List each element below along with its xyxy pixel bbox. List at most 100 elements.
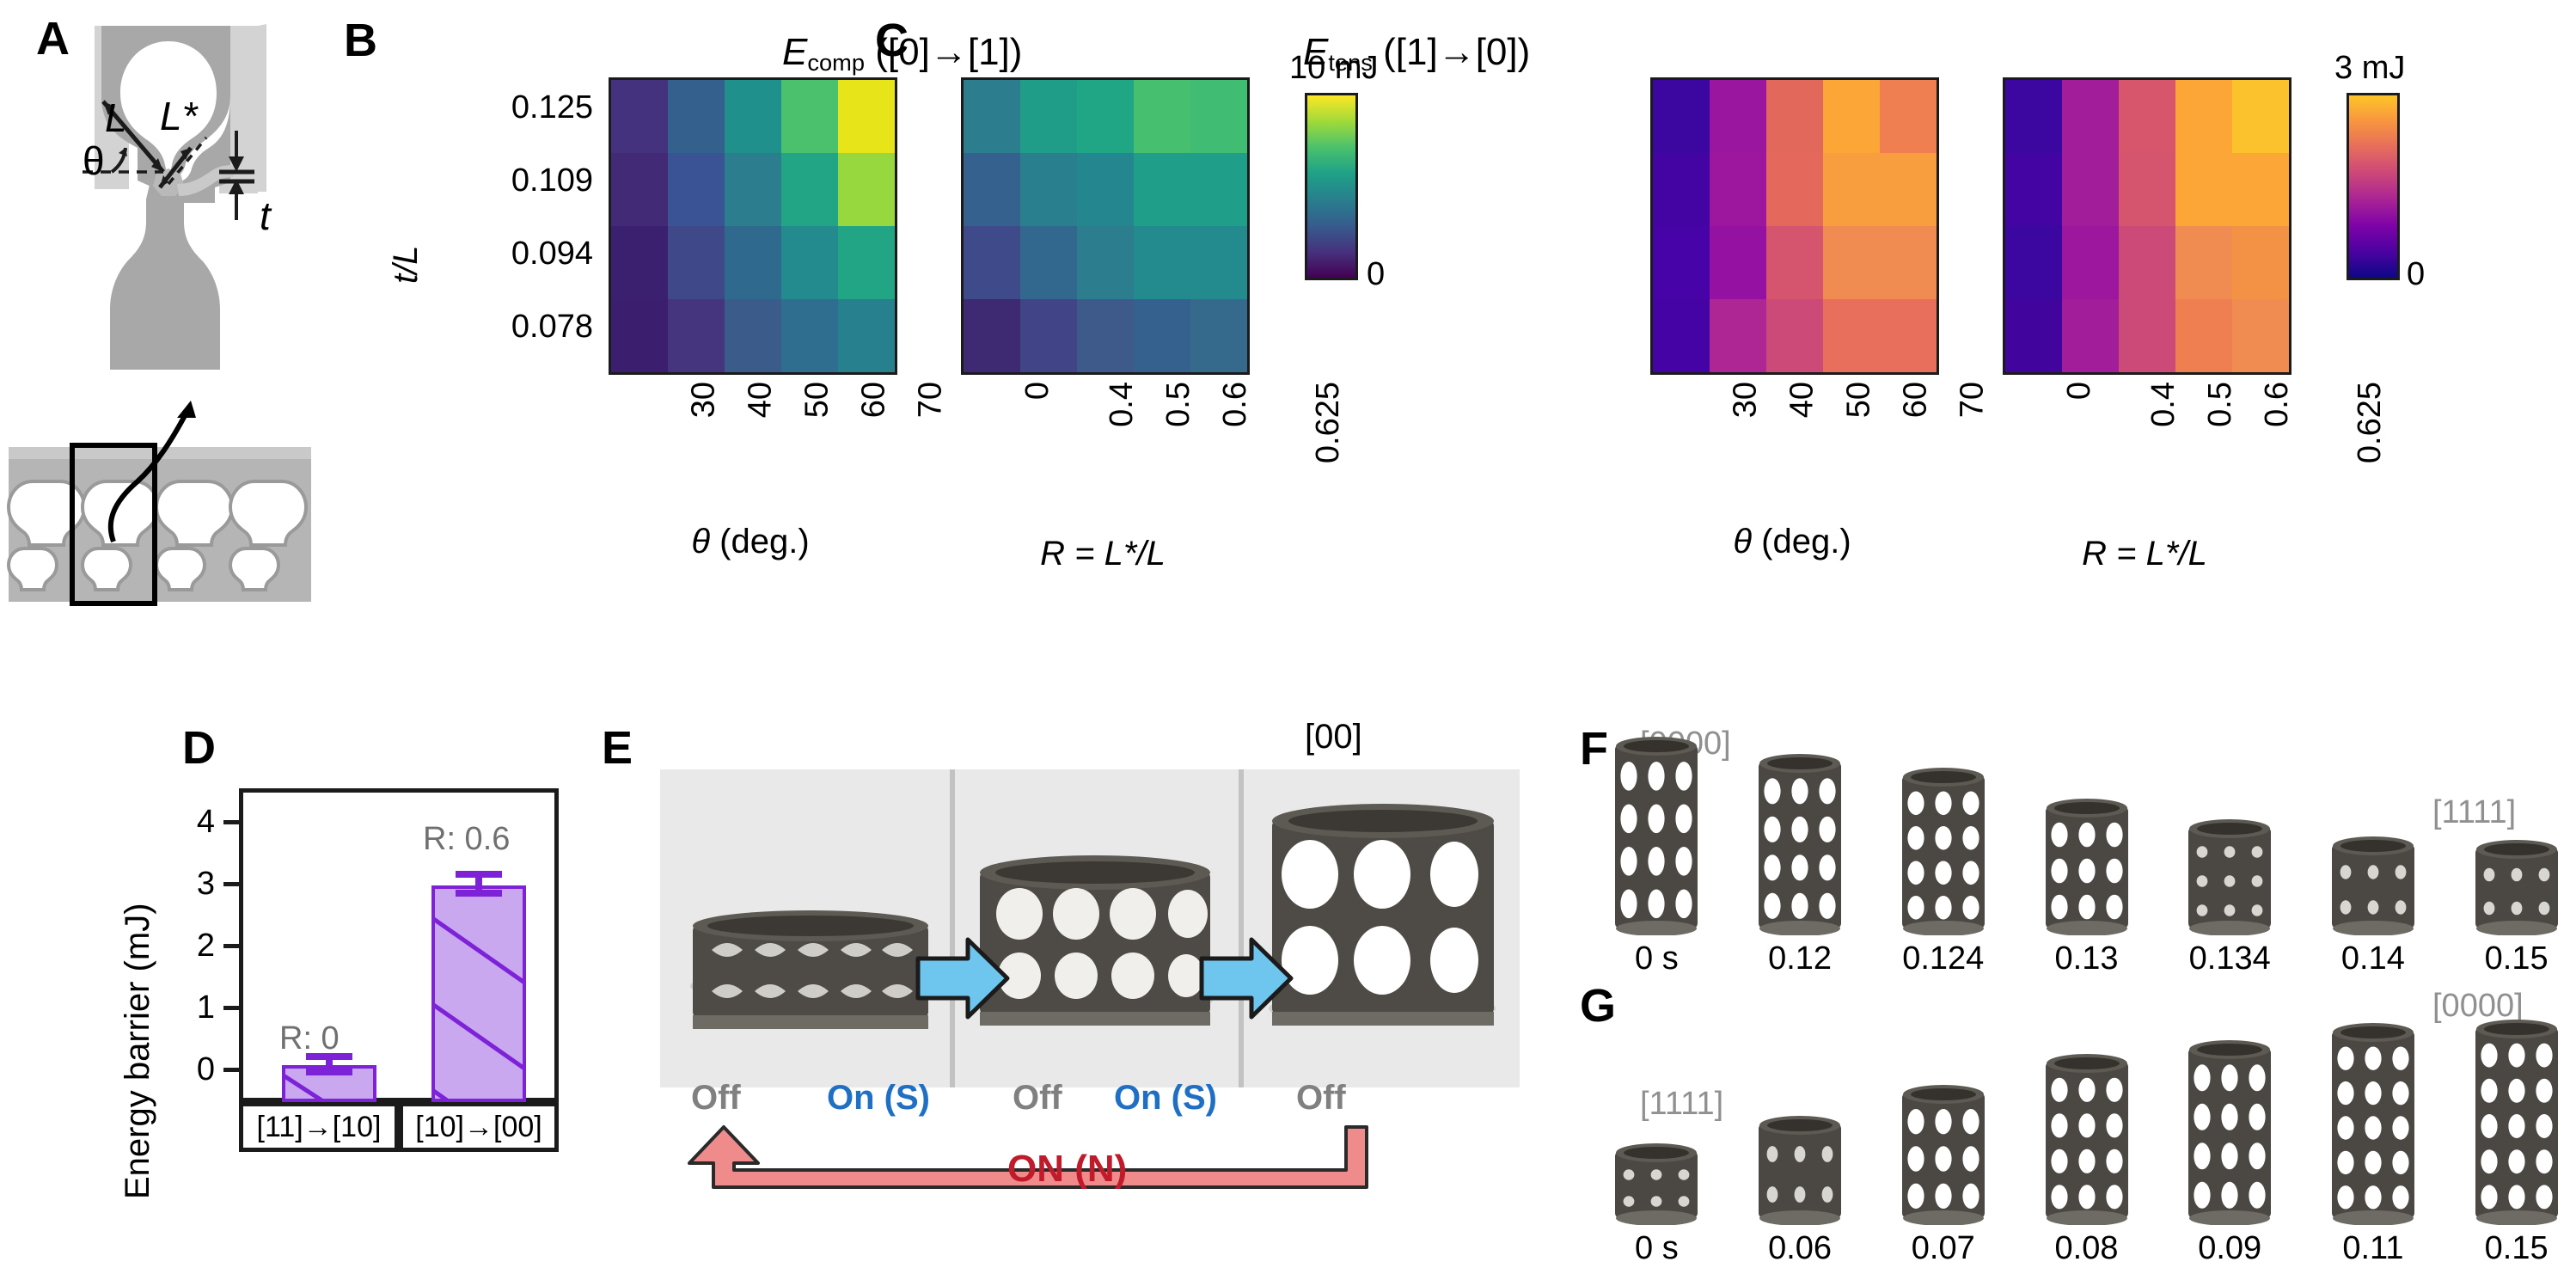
panel-d: D Energy barrier (mJ) 4 3 2 1 0 R: 0 R: … [95, 718, 576, 1268]
panel-d-label: D [182, 722, 216, 774]
panel-b-ytick-3: 0.078 [511, 309, 593, 345]
heatmap-cell [1020, 226, 1077, 299]
panel-g-end-state: [0000] [2432, 988, 2524, 1024]
panel-c-label: C [875, 15, 909, 66]
specimen-image [2188, 818, 2272, 940]
panel-d-ylabel: Energy barrier (mJ) [119, 903, 156, 1199]
time-label: 0 s [1635, 1230, 1679, 1266]
heatmap-cell [1710, 226, 1766, 299]
panel-d-ytickmark-4 [223, 820, 241, 824]
time-label: 0.124 [1902, 940, 1985, 977]
heatmap-cell [964, 299, 1020, 372]
time-label: 0.12 [1768, 940, 1833, 977]
heatmap-cell [1077, 80, 1134, 153]
time-label: 0.15 [2484, 940, 2548, 977]
axis-tick-label: 30 [1727, 382, 1764, 419]
heatmap-cell [1766, 80, 1823, 153]
panel-g-label: G [1580, 980, 1616, 1032]
panel-f-label: F [1580, 723, 1608, 775]
panel-b-ylabel: t/L [387, 245, 425, 284]
panel-c: C Etens ([1]→[0]) 3 mJ 0 30 40 50 60 70 0 0.4… [860, 0, 2576, 714]
panel-c-title-transition: ([1]→[0]) [1372, 31, 1531, 73]
panel-d-ytickmark-3 [223, 882, 241, 886]
panel-e-step-label-1: On (S) [827, 1079, 930, 1117]
panel-a: A [0, 0, 327, 714]
heatmap-cell [1190, 153, 1247, 226]
time-label: 0.09 [2198, 1230, 2262, 1266]
heatmap-cell [1134, 80, 1190, 153]
panel-e-return-arrow [688, 1125, 1368, 1189]
panel-d-category-0: [11]→[10] [239, 1102, 399, 1152]
heatmap-cell [1653, 153, 1710, 226]
heatmap-cell [668, 153, 725, 226]
panel-b-ytick-0: 0.125 [511, 89, 593, 126]
panel-g-sequence: 0 s 0.06 0.07 0.08 0.09 0.11 0.15 [1573, 976, 2576, 1268]
panel-d-ytickmark-0 [223, 1068, 241, 1072]
panel-f-sequence: 0 s 0.12 0.124 0.13 0.134 0.14 0.15 [1573, 722, 2576, 980]
heatmap-cell [668, 80, 725, 153]
colorbar-c-max-label: 3 mJ [2334, 50, 2406, 86]
colorbar-c [2347, 93, 2400, 280]
heatmap-cell [611, 153, 668, 226]
heatmap-cell [1020, 80, 1077, 153]
heatmap-cell [2005, 153, 2062, 226]
panel-c-left-xlabel: θ (deg.) [1733, 523, 1851, 560]
heatmap-cell [668, 226, 725, 299]
axis-tick-label: 50 [1840, 382, 1877, 419]
time-label: 0.07 [1911, 1230, 1975, 1266]
heatmap-cell [611, 80, 668, 153]
specimen-image [1615, 736, 1698, 940]
panel-d-annotation-0: R: 0 [279, 1020, 340, 1057]
heatmap-cell [1190, 299, 1247, 372]
panel-d-category-1: [10]→[00] [399, 1102, 559, 1152]
heatmap-cell [1077, 153, 1134, 226]
heatmap-cell [964, 153, 1020, 226]
heatmap-cell [1653, 226, 1710, 299]
heatmap-cell [1710, 80, 1766, 153]
panel-d-plot-frame [239, 788, 559, 1102]
heatmap-cell [1190, 226, 1247, 299]
panel-e-step-label-2: Off [1013, 1079, 1062, 1117]
heatmap-cell [964, 226, 1020, 299]
heatmap-cell [1823, 153, 1880, 226]
heatmap-cell [1134, 226, 1190, 299]
heatmap-cell [2062, 80, 2119, 153]
panel-d-errorbar-0 [306, 1053, 352, 1075]
heatmap-cell [2232, 299, 2289, 372]
specimen-image [2475, 839, 2558, 940]
heatmap-cell [1134, 153, 1190, 226]
axis-tick-label: 40 [742, 382, 779, 419]
time-label: 0.134 [2188, 940, 2271, 977]
panel-d-ytick-2: 2 [196, 928, 215, 964]
panel-d-ytickmark-1 [223, 1006, 241, 1010]
heatmap-cell [611, 299, 668, 372]
panel-b-left-xticks: 30 40 50 60 70 [609, 378, 948, 507]
heatmap-cell [2232, 153, 2289, 226]
heatmap-cell [2232, 226, 2289, 299]
heatmap-cell [725, 226, 781, 299]
heatmap-cell [1134, 299, 1190, 372]
time-label: 0.11 [2342, 1230, 2404, 1266]
axis-tick-label: 0.5 [2201, 382, 2238, 427]
heatmap-c-right [2003, 77, 2291, 375]
heatmap-cell [1823, 80, 1880, 153]
colorbar-b-max-label: 10 mJ [1289, 50, 1379, 86]
heatmap-cell [2005, 299, 2062, 372]
colorbar-b [1305, 93, 1358, 280]
heatmap-cell [1880, 153, 1937, 226]
panel-d-category-0-label: [11]→[10] [256, 1110, 382, 1143]
heatmap-cell [2119, 226, 2175, 299]
panel-c-right-xticks: 0 0.4 0.5 0.6 0.625 [2003, 378, 2388, 524]
panel-a-label: A [36, 13, 70, 64]
heatmap-cell [611, 226, 668, 299]
heatmap-cell [668, 299, 725, 372]
axis-tick-label: 0.625 [2352, 382, 2389, 464]
panel-b-right-xlabel: R = L*/L [1040, 535, 1166, 573]
panel-a-Lstar-label: L* [160, 94, 198, 138]
specimen-image [2045, 1053, 2128, 1229]
heatmap-cell [1653, 299, 1710, 372]
heatmap-cell [725, 299, 781, 372]
panel-c-left-xticks: 30 40 50 60 70 [1650, 378, 1990, 507]
panel-e-state-label-2: [00] [1305, 718, 1362, 756]
heatmap-cell [781, 80, 838, 153]
